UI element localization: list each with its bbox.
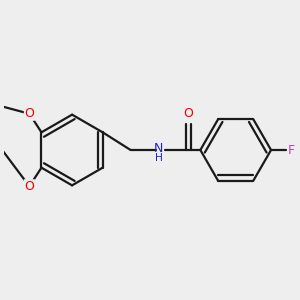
Text: F: F bbox=[288, 143, 295, 157]
Text: O: O bbox=[24, 180, 34, 193]
Text: N: N bbox=[154, 142, 163, 154]
Text: O: O bbox=[24, 107, 34, 120]
Text: H: H bbox=[154, 153, 162, 164]
Text: O: O bbox=[183, 107, 193, 120]
